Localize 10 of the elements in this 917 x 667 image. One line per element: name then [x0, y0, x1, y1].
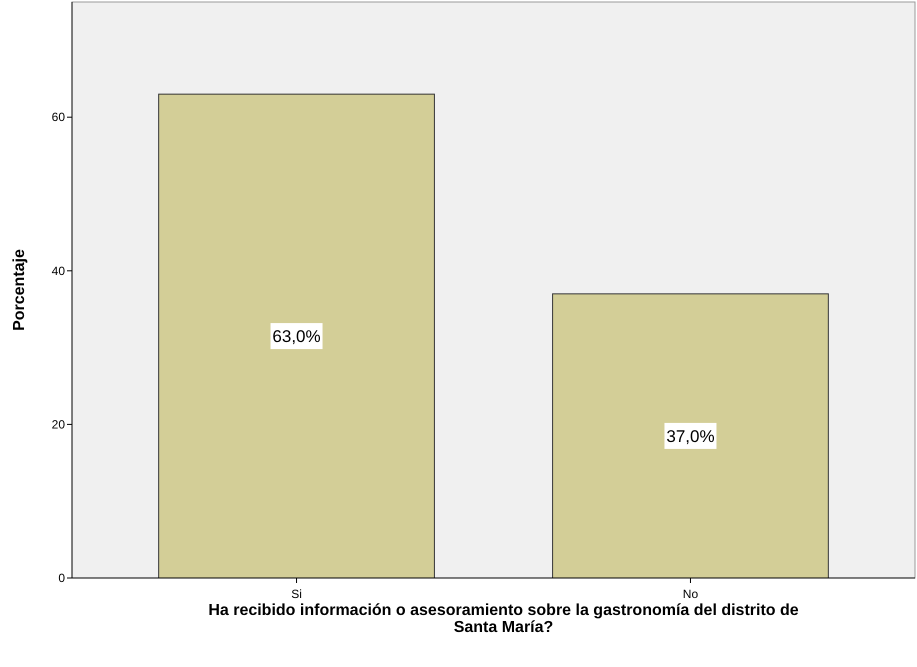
y-tick-label: 40 [52, 264, 66, 278]
data-label: 37,0% [666, 426, 715, 446]
x-axis-title: Ha recibido información o asesoramiento sobre la gastronomía del distrito de Santa María? [208, 602, 799, 636]
x-tick-label: Si [291, 587, 302, 601]
y-tick-label: 60 [52, 110, 66, 124]
x-tick-label: No [682, 587, 698, 601]
y-tick-label: 20 [52, 417, 66, 432]
data-label: 63,0% [272, 327, 321, 346]
y-tick-label: 0 [58, 571, 66, 585]
y-axis-title: Porcentaje [11, 248, 28, 331]
